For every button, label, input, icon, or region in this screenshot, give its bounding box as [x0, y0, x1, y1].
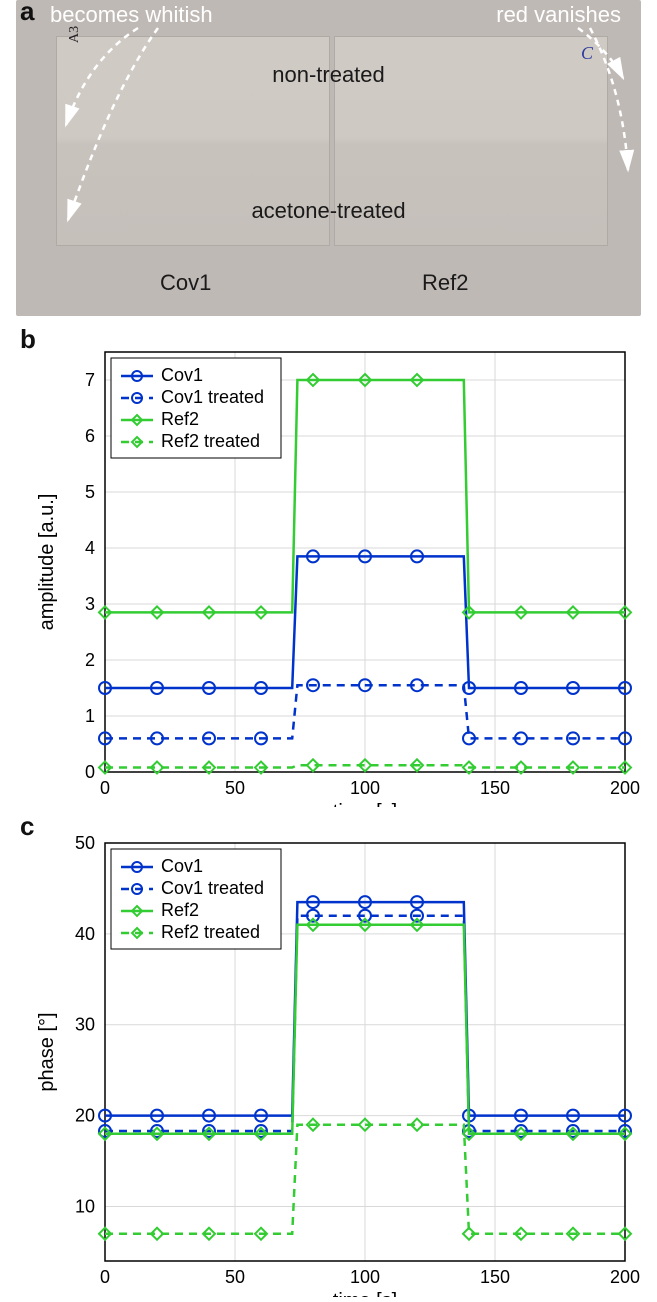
- svg-text:0: 0: [100, 778, 110, 798]
- chart-c-svg: 0 50 100 150 200 10 20 30 40 50 time [s] phase [°] C…: [0, 807, 657, 1297]
- svg-text:50: 50: [225, 778, 245, 798]
- svg-text:150: 150: [480, 778, 510, 798]
- svg-text:Cov1: Cov1: [161, 365, 203, 385]
- chart-b-svg: 05010015020001234567time [s]amplitude [a…: [0, 316, 657, 807]
- svg-text:30: 30: [75, 1015, 95, 1035]
- svg-text:200: 200: [610, 778, 640, 798]
- annotation-arrows: [18, 0, 657, 316]
- svg-text:Ref2 treated: Ref2 treated: [161, 431, 260, 451]
- svg-text:phase [°]: phase [°]: [36, 1012, 58, 1091]
- svg-text:2: 2: [85, 650, 95, 670]
- svg-text:6: 6: [85, 426, 95, 446]
- svg-text:5: 5: [85, 482, 95, 502]
- svg-text:50: 50: [225, 1267, 245, 1287]
- svg-text:time [s]: time [s]: [333, 1290, 397, 1297]
- svg-text:0: 0: [100, 1267, 110, 1287]
- panel-b-label: b: [20, 324, 36, 355]
- panel-b: b 05010015020001234567time [s]amplitude …: [0, 316, 657, 807]
- svg-text:7: 7: [85, 370, 95, 390]
- svg-text:Ref2 treated: Ref2 treated: [161, 922, 260, 942]
- svg-text:3: 3: [85, 594, 95, 614]
- svg-text:0: 0: [85, 762, 95, 782]
- figure: A3 C a becomes whitish red vanishes non-…: [0, 0, 657, 1297]
- svg-text:amplitude [a.u.]: amplitude [a.u.]: [36, 494, 58, 631]
- svg-text:20: 20: [75, 1106, 95, 1126]
- svg-text:10: 10: [75, 1196, 95, 1216]
- panel-c: c 0 50 100 150 200 10 20 30 40 50 time [s] phase [°…: [0, 807, 657, 1297]
- svg-text:200: 200: [610, 1267, 640, 1287]
- svg-text:50: 50: [75, 833, 95, 853]
- svg-text:150: 150: [480, 1267, 510, 1287]
- svg-text:1: 1: [85, 706, 95, 726]
- svg-text:Cov1 treated: Cov1 treated: [161, 878, 264, 898]
- svg-text:100: 100: [350, 1267, 380, 1287]
- svg-text:Ref2: Ref2: [161, 900, 199, 920]
- svg-text:4: 4: [85, 538, 95, 558]
- svg-text:Cov1 treated: Cov1 treated: [161, 387, 264, 407]
- svg-text:Cov1: Cov1: [161, 856, 203, 876]
- svg-text:Ref2: Ref2: [161, 409, 199, 429]
- panel-c-label: c: [20, 811, 34, 842]
- svg-text:40: 40: [75, 924, 95, 944]
- panel-a: A3 C a becomes whitish red vanishes non-…: [0, 0, 657, 316]
- svg-text:100: 100: [350, 778, 380, 798]
